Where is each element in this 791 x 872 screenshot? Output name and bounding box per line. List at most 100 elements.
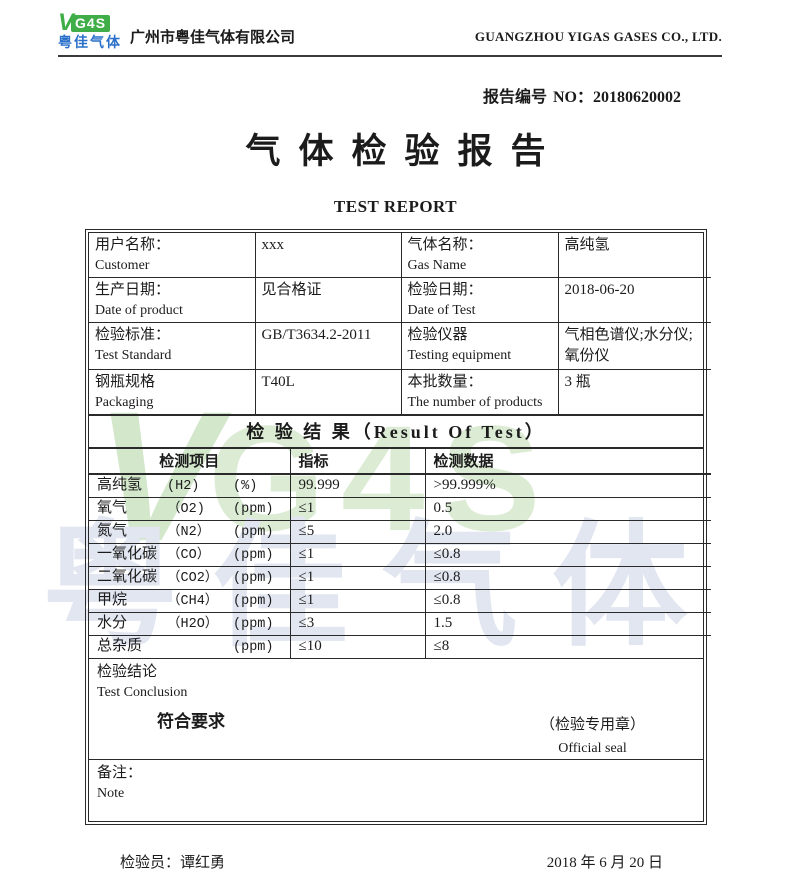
value-date-of-test: 2018-06-20 bbox=[557, 277, 712, 323]
label-zh: 检验标准： bbox=[95, 327, 171, 343]
column-header-item: 检测项目 bbox=[88, 448, 291, 475]
item-unit: (%) bbox=[233, 479, 258, 494]
report-number-line: 报告编号 NO：20180620002 bbox=[0, 83, 791, 107]
result-spec: ≤10 bbox=[289, 635, 426, 659]
label-batch-quantity: 本批数量： The number of products bbox=[400, 369, 559, 415]
item-formula: （N2） bbox=[167, 525, 211, 540]
item-name: 甲烷 bbox=[97, 592, 128, 608]
item-name: 氧气 bbox=[97, 500, 128, 516]
note-section: 备注： Note bbox=[89, 759, 703, 821]
label-customer: 用户名称： Customer bbox=[88, 232, 256, 278]
label-en: Customer bbox=[95, 258, 150, 273]
label-date-of-test: 检验日期： Date of Test bbox=[400, 277, 559, 323]
label-test-standard: 检验标准： Test Standard bbox=[88, 322, 256, 370]
result-item: 水分 （H2O） (ppm) bbox=[88, 612, 291, 636]
label-en: Gas Name bbox=[407, 258, 467, 273]
table-row: 高纯氢 (H2) (%) 99.999 >99.999% bbox=[88, 473, 712, 498]
value-gas-name: 高纯氢 bbox=[557, 232, 712, 278]
item-formula: （CO2） bbox=[167, 571, 219, 586]
result-data: ≤8 bbox=[424, 635, 712, 659]
label-en: Date of product bbox=[95, 303, 183, 318]
value-date-of-product: 见合格证 bbox=[254, 277, 402, 323]
value-packaging: T40L bbox=[254, 369, 402, 415]
result-item: 二氧化碳 （CO2） (ppm) bbox=[88, 566, 291, 590]
report-date: 2018 年 6 月 20 日 bbox=[546, 855, 663, 871]
company-name-english: GUANGZHOU YIGAS GASES CO., LTD. bbox=[474, 29, 722, 44]
result-item: 氧气 （O2) (ppm) bbox=[88, 497, 291, 521]
official-seal-area: （检验专用章） Official seal bbox=[540, 715, 645, 758]
result-spec: ≤3 bbox=[289, 612, 426, 636]
table-row: 生产日期： Date of product 见合格证 检验日期： Date of… bbox=[88, 277, 712, 323]
label-packaging: 钢瓶规格 Packaging bbox=[88, 369, 256, 415]
inspector-line: 检验员：谭红勇 bbox=[120, 851, 225, 872]
info-table: 用户名称： Customer xxx 气体名称： Gas Name 高纯氢 生产… bbox=[88, 232, 712, 415]
page-header: V G4S 粤佳气体 广州市粤佳气体有限公司 GUANGZHOU YIGAS G… bbox=[0, 0, 791, 55]
result-item: 氮气 （N2） (ppm) bbox=[88, 520, 291, 544]
result-section-title: 检 验 结 果（Result Of Test） bbox=[89, 414, 703, 449]
label-zh: 用户名称： bbox=[95, 237, 171, 253]
result-data: ≤0.8 bbox=[424, 589, 712, 613]
conclusion-verdict: 符合要求 bbox=[157, 712, 225, 731]
logo-v-icon: V bbox=[58, 9, 75, 36]
result-data: 0.5 bbox=[424, 497, 712, 521]
note-label-en: Note bbox=[97, 786, 125, 801]
item-formula: （CO） bbox=[167, 548, 211, 563]
item-unit: (ppm) bbox=[233, 640, 274, 655]
result-item: 高纯氢 (H2) (%) bbox=[88, 473, 291, 498]
item-name: 二氧化碳 bbox=[97, 569, 158, 585]
label-zh: 检验日期： bbox=[407, 282, 483, 298]
header-divider bbox=[58, 55, 722, 57]
column-header-data: 检测数据 bbox=[424, 448, 712, 475]
table-row: 氧气 （O2) (ppm) ≤1 0.5 bbox=[88, 497, 712, 521]
item-name: 高纯氢 bbox=[97, 477, 143, 493]
item-name: 水分 bbox=[97, 615, 128, 631]
item-unit: (ppm) bbox=[233, 502, 274, 517]
item-unit: (ppm) bbox=[233, 548, 274, 563]
label-en: The number of products bbox=[407, 395, 543, 410]
value-test-standard: GB/T3634.2-2011 bbox=[254, 322, 402, 370]
label-date-of-product: 生产日期： Date of product bbox=[88, 277, 256, 323]
table-row: 水分 （H2O） (ppm) ≤3 1.5 bbox=[88, 612, 712, 636]
value-testing-equipment: 气相色谱仪;水分仪;氧份仪 bbox=[557, 322, 712, 370]
result-table: 检测项目 指标 检测数据 高纯氢 (H2) (%) 99.999 >99.999% … bbox=[88, 448, 712, 659]
item-formula: （H2O） bbox=[167, 617, 219, 632]
result-item: 总杂质 (ppm) bbox=[88, 635, 291, 659]
label-en: Date of Test bbox=[407, 303, 476, 318]
label-zh: 生产日期： bbox=[95, 282, 171, 298]
table-row: 总杂质 (ppm) ≤10 ≤8 bbox=[88, 635, 712, 659]
label-zh: 检验仪器 bbox=[407, 327, 468, 343]
label-en: Testing equipment bbox=[407, 348, 512, 363]
yigas-logo: V G4S 粤佳气体 bbox=[58, 9, 122, 51]
item-formula: （O2) bbox=[167, 502, 205, 517]
inspector-label: 检验员： bbox=[120, 855, 181, 871]
document-subtitle: TEST REPORT bbox=[333, 197, 458, 216]
item-formula: （CH4） bbox=[167, 594, 219, 609]
result-data: ≤0.8 bbox=[424, 543, 712, 567]
item-formula: (H2) bbox=[167, 479, 200, 494]
label-gas-name: 气体名称： Gas Name bbox=[400, 232, 559, 278]
result-data: 1.5 bbox=[424, 612, 712, 636]
item-name: 氮气 bbox=[97, 523, 128, 539]
note-label-zh: 备注： bbox=[97, 765, 143, 781]
item-unit: (ppm) bbox=[233, 571, 274, 586]
logo-top-row: V G4S bbox=[58, 9, 122, 36]
table-row: 二氧化碳 （CO2） (ppm) ≤1 ≤0.8 bbox=[88, 566, 712, 590]
label-en: Test Standard bbox=[95, 348, 172, 363]
label-zh: 气体名称： bbox=[407, 237, 483, 253]
label-zh: 钢瓶规格 bbox=[95, 374, 156, 390]
conclusion-label-en: Test Conclusion bbox=[97, 685, 188, 700]
table-row: 甲烷 （CH4） (ppm) ≤1 ≤0.8 bbox=[88, 589, 712, 613]
inspector-name: 谭红勇 bbox=[180, 855, 226, 871]
conclusion-section: 检验结论 Test Conclusion 符合要求 （检验专用章） Offici… bbox=[89, 658, 703, 759]
document-title: 气体检验报告 bbox=[245, 132, 564, 171]
result-spec: ≤5 bbox=[289, 520, 426, 544]
value-batch-quantity: 3 瓶 bbox=[557, 369, 712, 415]
result-spec: ≤1 bbox=[289, 566, 426, 590]
result-data: >99.999% bbox=[424, 473, 712, 498]
table-row: 检验标准： Test Standard GB/T3634.2-2011 检验仪器… bbox=[88, 322, 712, 370]
report-number-label: 报告编号 bbox=[482, 89, 547, 106]
item-name: 一氧化碳 bbox=[97, 546, 158, 562]
report-table-box: 用户名称： Customer xxx 气体名称： Gas Name 高纯氢 生产… bbox=[85, 229, 712, 825]
result-data: ≤0.8 bbox=[424, 566, 712, 590]
logo-chinese-name: 粤佳气体 bbox=[58, 34, 122, 50]
